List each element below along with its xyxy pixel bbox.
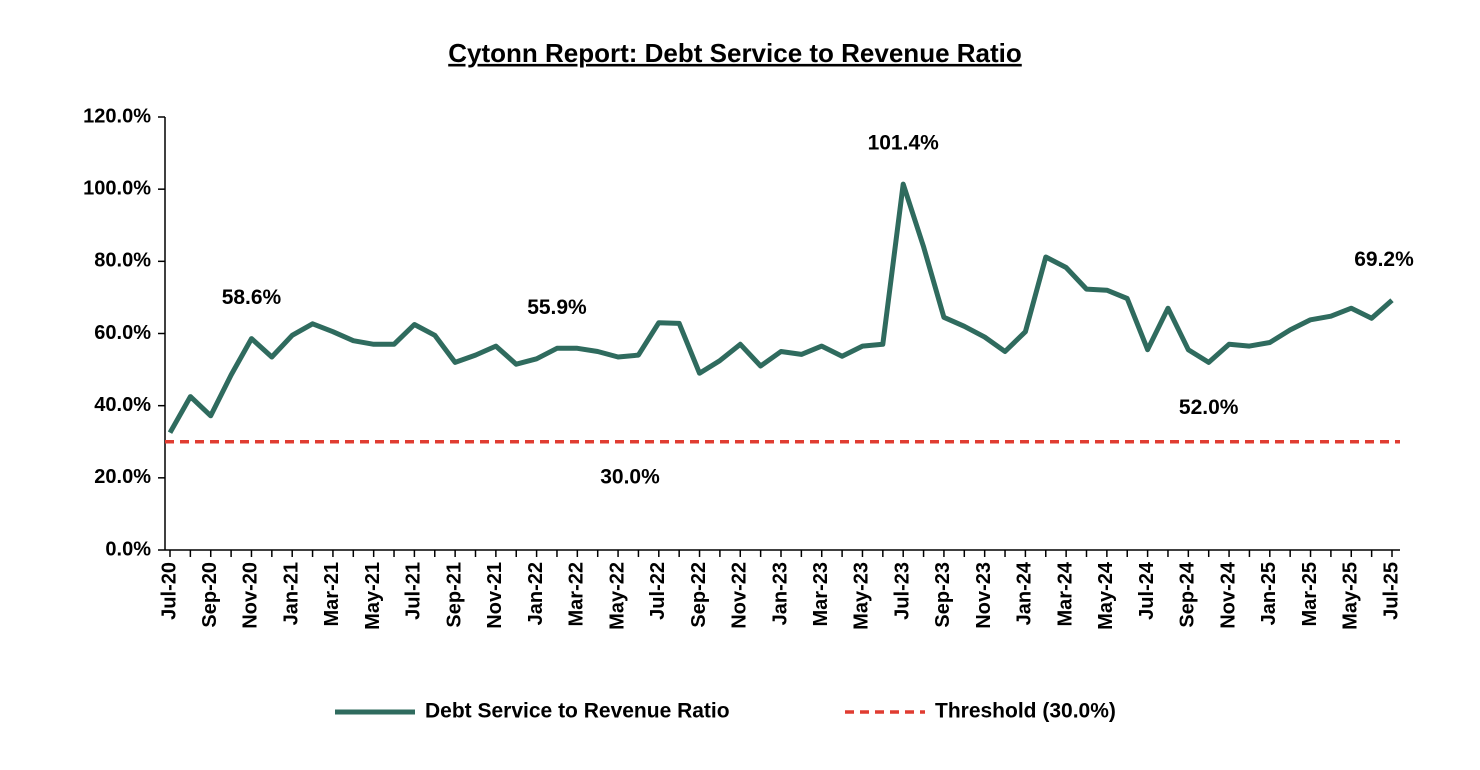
data-label: 52.0% xyxy=(1179,396,1239,419)
x-tick-label: Jul-21 xyxy=(403,562,425,620)
x-tick-label: Nov-21 xyxy=(484,562,506,629)
x-tick-label: May-22 xyxy=(606,562,628,630)
x-tick-label: Jul-20 xyxy=(158,562,180,620)
data-label: 58.6% xyxy=(222,286,282,309)
x-tick-label: May-23 xyxy=(851,562,873,630)
x-tick-label: Jan-25 xyxy=(1258,562,1280,625)
chart-title: Cytonn Report: Debt Service to Revenue R… xyxy=(448,38,1022,68)
data-line xyxy=(167,181,1394,434)
y-tick-label: 20.0% xyxy=(94,466,151,488)
x-tick-label: May-21 xyxy=(362,562,384,630)
x-tick-label: Nov-20 xyxy=(240,562,262,629)
x-tick-label: Jan-23 xyxy=(769,562,791,625)
y-tick-label: 60.0% xyxy=(94,322,151,344)
x-tick-label: Mar-21 xyxy=(321,562,343,626)
y-tick-label: 100.0% xyxy=(83,177,151,199)
threshold-label: 30.0% xyxy=(600,465,660,488)
y-tick-label: 80.0% xyxy=(94,250,151,272)
x-tick-label: Sep-23 xyxy=(932,562,954,628)
x-tick-label: Sep-22 xyxy=(688,562,710,628)
data-label: 55.9% xyxy=(527,296,587,319)
x-tick-label: Nov-22 xyxy=(729,562,751,629)
y-tick-label: 40.0% xyxy=(94,394,151,416)
x-tick-label: May-24 xyxy=(1095,561,1117,630)
x-tick-label: Jul-22 xyxy=(647,562,669,620)
data-label: 101.4% xyxy=(868,132,940,155)
x-tick-label: Sep-21 xyxy=(443,562,465,628)
x-tick-label: Nov-23 xyxy=(973,562,995,629)
x-tick-label: Jan-24 xyxy=(1014,561,1036,625)
x-tick-label: Sep-24 xyxy=(1177,561,1199,627)
x-tick-label: Mar-25 xyxy=(1299,562,1321,626)
x-tick-label: Jul-24 xyxy=(1136,561,1158,620)
x-tick-label: Jul-25 xyxy=(1380,562,1402,620)
x-tick-label: Mar-23 xyxy=(810,562,832,626)
x-tick-label: Mar-24 xyxy=(1054,561,1076,626)
y-tick-label: 120.0% xyxy=(83,105,151,127)
y-tick-label: 0.0% xyxy=(105,538,151,560)
x-tick-label: Nov-24 xyxy=(1217,561,1239,629)
x-tick-label: Jul-23 xyxy=(891,562,913,620)
x-tick-label: Jan-21 xyxy=(280,562,302,625)
legend-label: Threshold (30.0%) xyxy=(935,700,1116,723)
x-tick-label: Sep-20 xyxy=(199,562,221,628)
x-tick-label: May-25 xyxy=(1340,562,1362,630)
x-tick-label: Mar-22 xyxy=(566,562,588,626)
x-tick-label: Jan-22 xyxy=(525,562,547,625)
data-label: 69.2% xyxy=(1354,248,1414,271)
legend-label: Debt Service to Revenue Ratio xyxy=(425,700,730,723)
